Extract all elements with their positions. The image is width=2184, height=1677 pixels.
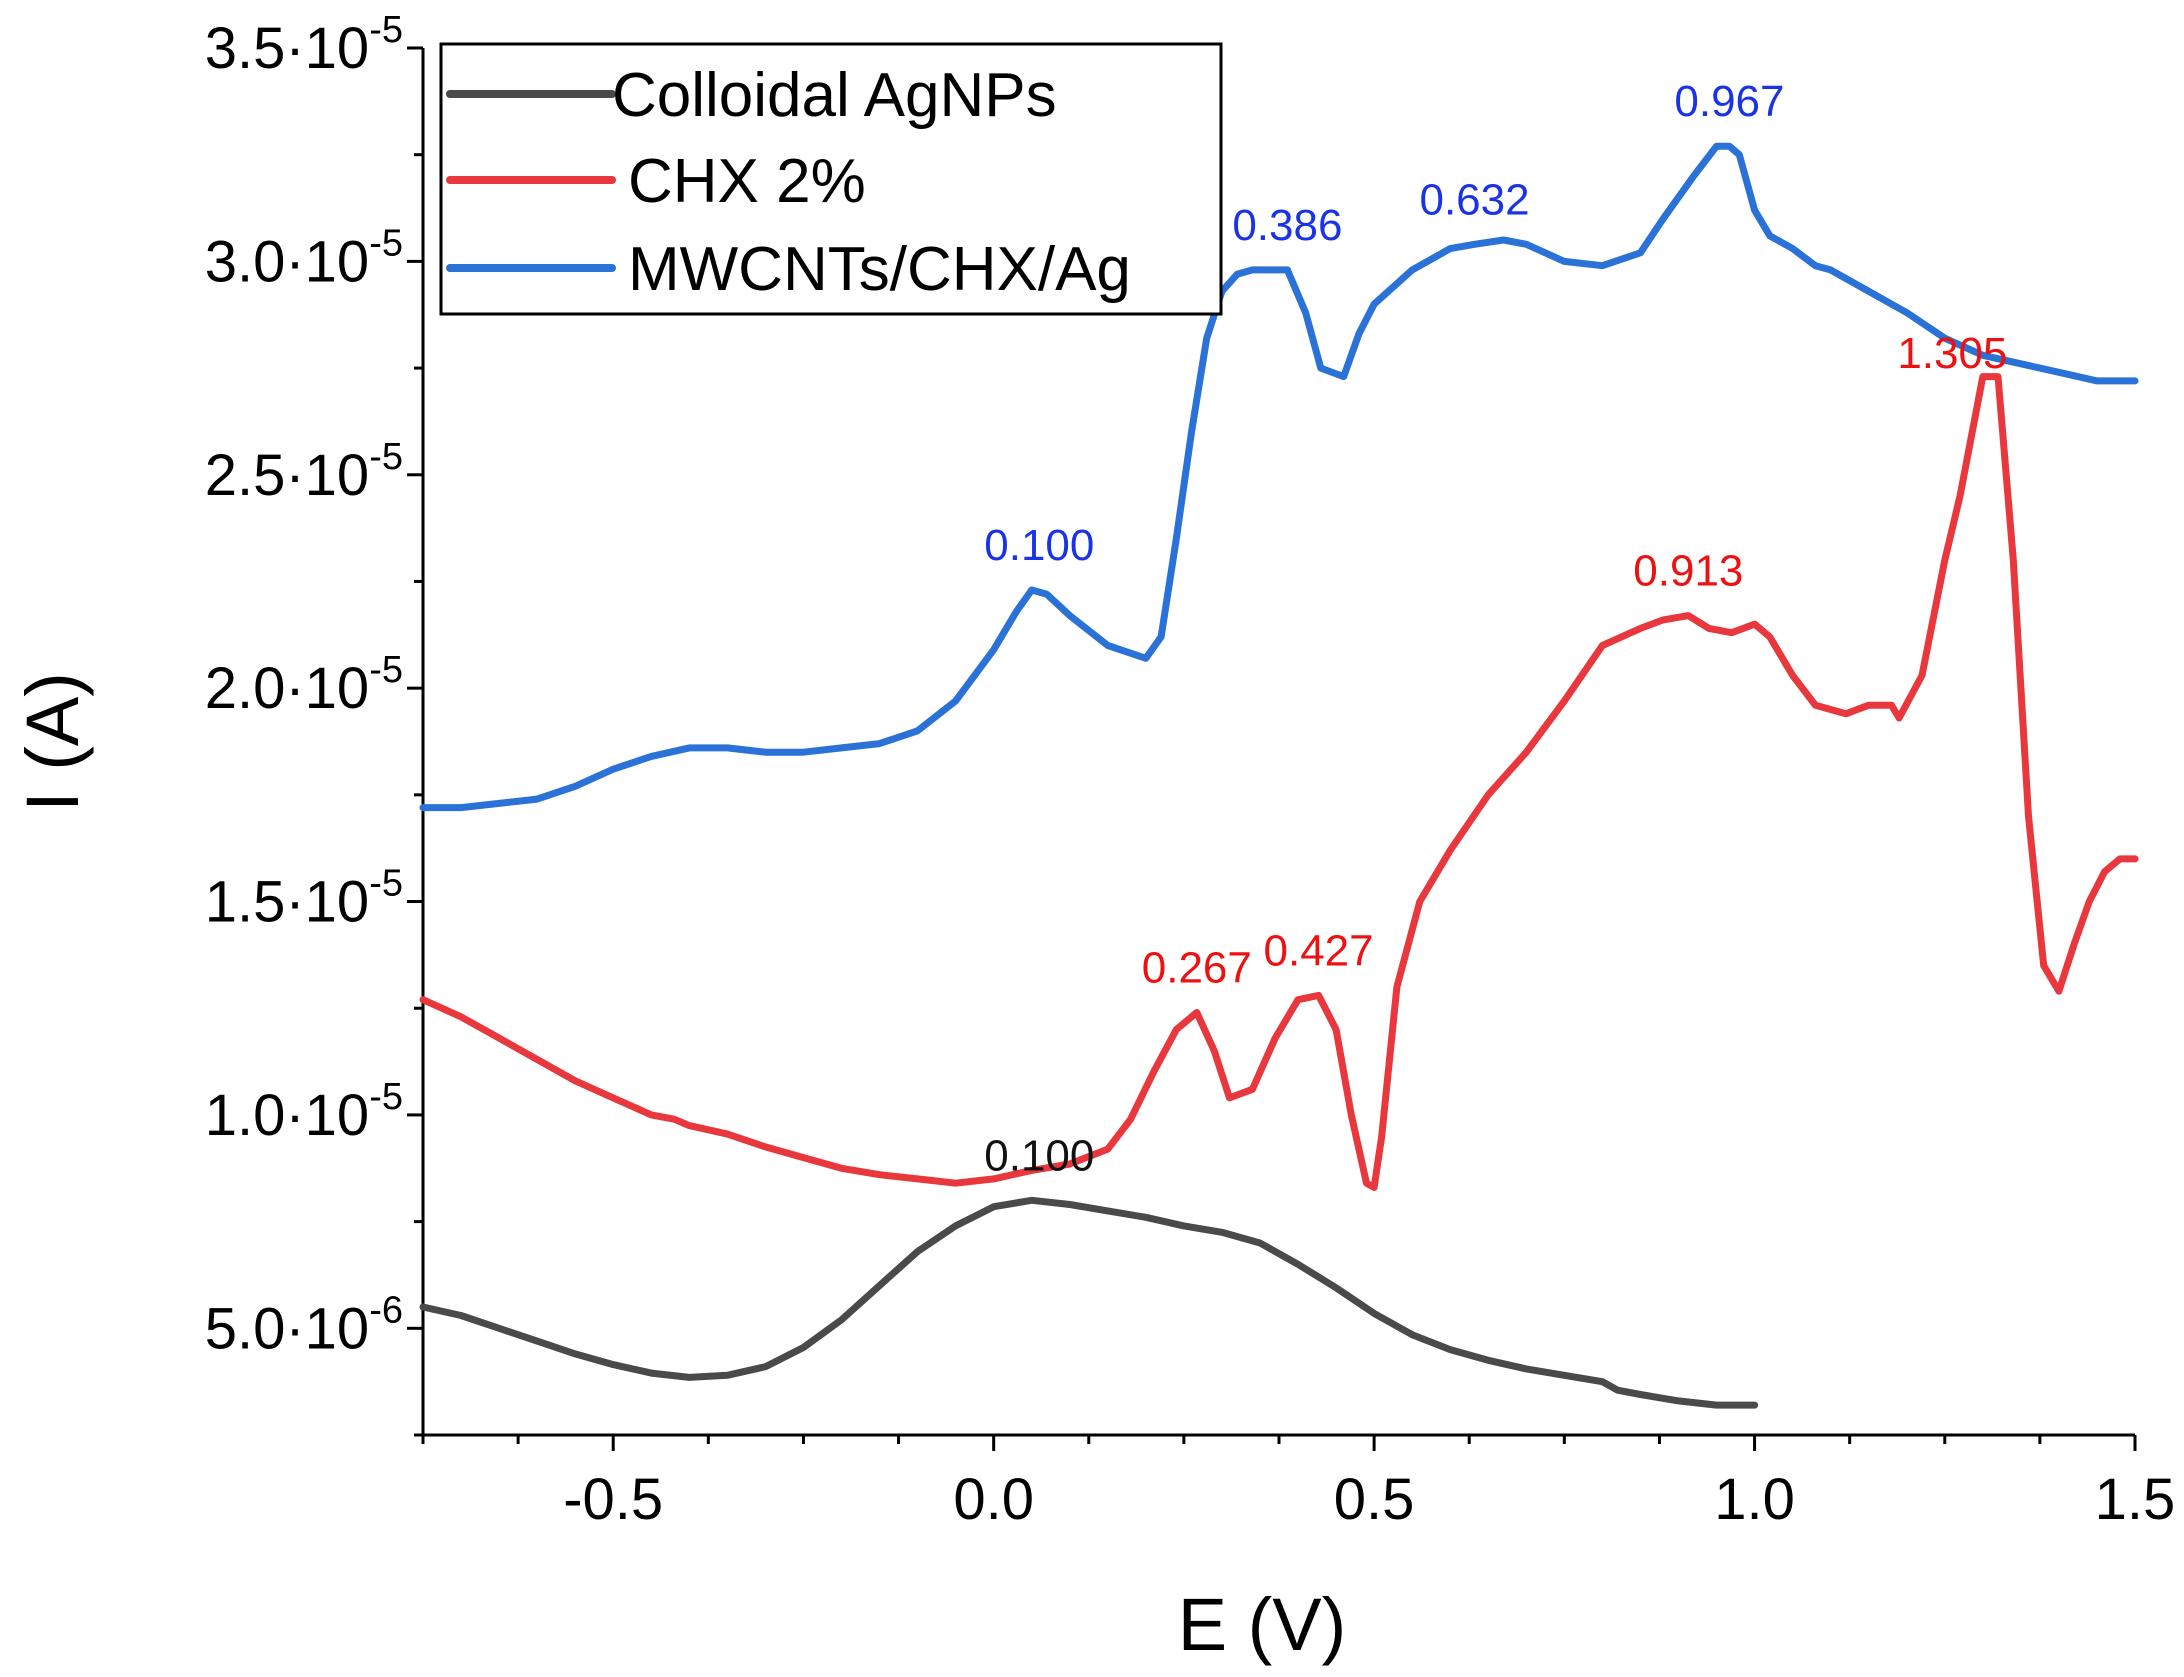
legend: Colloidal AgNPs CHX 2% MWCNTs/CHX/Ag (439, 42, 1223, 316)
peak-label-mwcnts-chx-ag-1: 0.386 (1232, 201, 1342, 250)
y-tick-label-0: 5.0·10-6 (205, 1289, 403, 1361)
series-line-mwcnts-chx-ag (419, 142, 2139, 812)
peak-label-mwcnts-chx-ag-3: 0.967 (1674, 77, 1784, 126)
legend-label-chx: CHX 2% (628, 147, 866, 216)
peak-label-chx-2-6: 0.267 (1142, 943, 1252, 992)
peak-label-chx-2-7: 0.427 (1264, 926, 1374, 975)
peak-label-colloidal-agnps-8: 0.100 (984, 1131, 1094, 1180)
x-tick-label-1: 0.0 (953, 1467, 1034, 1532)
x-tick-label-0: -0.5 (563, 1467, 663, 1532)
series-line-chx-2 (419, 373, 2139, 1191)
y-tick-label-3: 2.0·10-5 (205, 649, 403, 721)
x-tick-label-2: 0.5 (1334, 1467, 1415, 1532)
ticks: -0.5 0.0 0.5 1.0 1.5 5.0·10-6 1.0·10-5 1.5·10-5… (205, 9, 2176, 1532)
y-tick-label-4: 2.5·10-5 (205, 436, 403, 508)
peak-label-mwcnts-chx-ag-2: 0.632 (1419, 175, 1529, 224)
x-tick-label-4: 1.5 (2095, 1467, 2176, 1532)
y-tick-label-2: 1.5·10-5 (205, 863, 403, 935)
y-tick-label-1: 1.0·10-5 (205, 1076, 403, 1148)
x-axis-title: E (V) (1178, 1583, 1347, 1666)
series-layer (419, 142, 2139, 1409)
series-line-colloidal-agnps (419, 1196, 1759, 1409)
annotation-layer: 0.100 0.386 0.632 0.967 1.305 0.913 0.267 0.427… (984, 77, 2007, 1180)
x-tick-label-3: 1.0 (1714, 1467, 1795, 1532)
peak-label-mwcnts-chx-ag-0: 0.100 (984, 521, 1094, 570)
peak-label-chx-2-5: 0.913 (1633, 547, 1743, 596)
legend-label-colloidal-agnps: Colloidal AgNPs (612, 61, 1057, 130)
legend-label-mwcnts-chx-ag: MWCNTs/CHX/Ag (628, 235, 1131, 304)
y-axis-title: I (A) (11, 672, 94, 812)
peak-label-chx-2-4: 1.305 (1897, 329, 2007, 378)
y-tick-label-5: 3.0·10-5 (205, 222, 403, 294)
y-tick-label-6: 3.5·10-5 (205, 9, 403, 81)
